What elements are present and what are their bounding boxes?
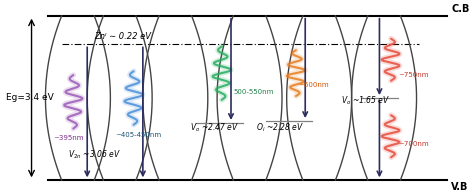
Text: ~600nm: ~600nm (298, 82, 329, 88)
Text: V.B: V.B (451, 182, 469, 192)
Text: $V_{2n}$ ~3.06 eV: $V_{2n}$ ~3.06 eV (68, 148, 120, 161)
Text: ~395nm: ~395nm (54, 135, 84, 141)
Text: ~405-450nm: ~405-450nm (115, 132, 161, 138)
Text: ~750nm: ~750nm (398, 72, 428, 78)
Text: ~700nm: ~700nm (398, 141, 428, 147)
Text: Eg=3.4 eV: Eg=3.4 eV (6, 93, 54, 103)
Text: C.B: C.B (451, 4, 470, 14)
Text: 500-550nm: 500-550nm (233, 89, 273, 95)
Text: $O_i$ ~2.28 eV: $O_i$ ~2.28 eV (255, 122, 304, 134)
Text: $V_o$ ~2.47 eV: $V_o$ ~2.47 eV (190, 122, 239, 134)
Text: Znᴵ ∼ 0.22 eV: Znᴵ ∼ 0.22 eV (94, 32, 151, 41)
Text: $V_o$ ~1.65 eV: $V_o$ ~1.65 eV (341, 95, 390, 107)
